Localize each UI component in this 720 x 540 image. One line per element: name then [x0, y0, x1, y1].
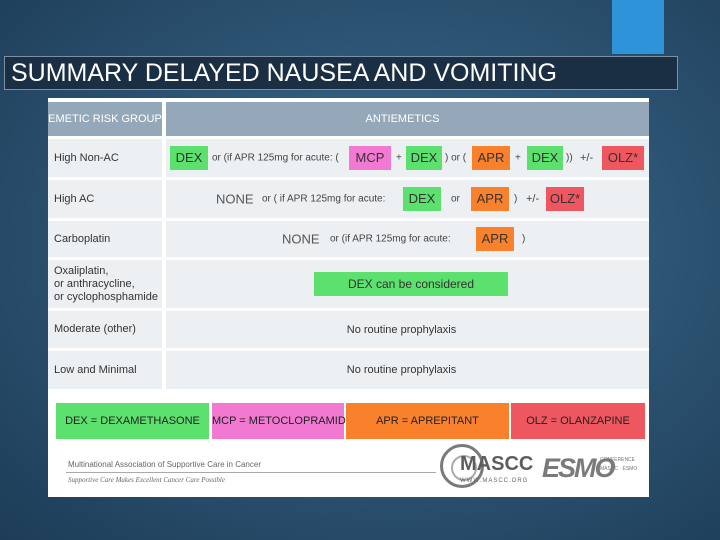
no-prophylaxis-text: No routine prophylaxis: [346, 323, 457, 336]
label-line: or cyclophosphamide: [54, 290, 158, 303]
column-separator: [162, 221, 166, 257]
mascc-url: WWW.MASCC.ORG: [460, 478, 529, 484]
close-paren-text: )): [566, 152, 573, 164]
dex-badge: DEX: [170, 146, 208, 170]
legend-mcp: MCP = METOCLOPRAMIDE: [212, 403, 353, 439]
none-text: NONE: [216, 191, 254, 207]
close-paren-text: ): [522, 233, 526, 245]
footer-divider: [66, 472, 436, 473]
mascc-globe-icon: [440, 444, 484, 488]
column-separator: [162, 180, 166, 218]
table-row-high-non-ac: High Non-AC DEX or (if APR 125mg for acu…: [48, 139, 649, 177]
table-row-high-ac: High AC NONE or ( if APR 125mg for acute…: [48, 180, 649, 218]
footer-organization: Multinational Association of Supportive …: [68, 460, 261, 469]
column-separator: [162, 139, 166, 177]
row-label-high-non-ac: High Non-AC: [54, 151, 119, 164]
row-content-carboplatin: NONE or (if APR 125mg for acute: APR ): [166, 221, 649, 257]
table-row-carboplatin: Carboplatin NONE or (if APR 125mg for ac…: [48, 221, 649, 257]
mascc-logo: MASCC: [460, 453, 534, 475]
dex-considered-badge: DEX can be considered: [314, 272, 508, 296]
or-if-text: or (if APR 125mg for acute: (: [212, 152, 339, 164]
row-content-high-ac: NONE or ( if APR 125mg for acute: DEX or…: [166, 180, 649, 218]
header-antiemetics-cell: ANTIEMETICS: [166, 102, 649, 136]
slide-title: SUMMARY DELAYED NAUSEA AND VOMITING: [4, 56, 678, 90]
apr-badge: APR: [472, 146, 510, 170]
legend-dex: DEX = DEXAMETHASONE: [56, 403, 209, 439]
column-separator: [162, 351, 166, 389]
olz-badge: OLZ*: [546, 187, 584, 211]
none-text: NONE: [282, 231, 320, 247]
column-separator: [162, 311, 166, 348]
column-separator: [162, 260, 166, 308]
or-if-text: or (if APR 125mg for acute:: [330, 233, 451, 245]
no-prophylaxis-text: No routine prophylaxis: [346, 364, 457, 376]
plus-minus-text: +/-: [526, 193, 540, 205]
dex-badge: DEX: [406, 146, 442, 170]
summary-table: EMETIC RISK GROUP ANTIEMETICS High Non-A…: [48, 98, 649, 497]
table-row-oxaliplatin: Oxaliplatin, or anthracycline, or cyclop…: [48, 260, 649, 308]
or-text: or: [451, 193, 460, 205]
label-line: or anthracycline,: [54, 277, 135, 290]
plus-text: +: [396, 152, 402, 164]
row-label-low: Low and Minimal: [54, 363, 137, 376]
accent-bar: [612, 0, 664, 54]
column-separator: [162, 102, 166, 136]
header-risk-group: EMETIC RISK GROUP: [48, 112, 162, 125]
plus-minus-text: +/-: [580, 152, 594, 164]
table-row-low: Low and Minimal No routine prophylaxis: [48, 351, 649, 389]
apr-badge: APR: [476, 227, 514, 251]
or-if-text: or ( if APR 125mg for acute:: [262, 193, 386, 205]
olz-badge: OLZ*: [602, 146, 644, 170]
apr-badge: APR: [471, 187, 509, 211]
legend-olz: OLZ = OLANZAPINE: [511, 403, 645, 439]
row-content-oxaliplatin: DEX can be considered: [166, 260, 649, 308]
esmo-subtext: CONFERENCE MASCC · ESMO: [600, 457, 638, 472]
table-row-moderate: Moderate (other) No routine prophylaxis: [48, 311, 649, 348]
mcp-badge: MCP: [349, 146, 391, 170]
dex-badge: DEX: [527, 146, 563, 170]
row-content-moderate: No routine prophylaxis: [166, 311, 649, 348]
footer-tagline: Supportive Care Makes Excellent Cancer C…: [68, 476, 225, 484]
legend-apr: APR = APREPITANT: [346, 403, 509, 439]
row-content-low: No routine prophylaxis: [166, 351, 649, 389]
label-line: Oxaliplatin,: [54, 264, 109, 277]
table-header-row: EMETIC RISK GROUP ANTIEMETICS: [48, 102, 649, 136]
plus-text: +: [515, 152, 521, 164]
or-paren-text: ) or (: [445, 152, 467, 164]
header-antiemetics: ANTIEMETICS: [365, 113, 440, 125]
row-label-carboplatin: Carboplatin: [54, 232, 111, 245]
dex-badge: DEX: [403, 187, 441, 211]
close-paren-text: ): [514, 193, 518, 205]
esmo-logo: ESMO: [542, 453, 616, 483]
row-label-moderate: Moderate (other): [54, 323, 136, 335]
row-content-high-non-ac: DEX or (if APR 125mg for acute: ( MCP + …: [166, 139, 649, 177]
row-label-oxaliplatin: Oxaliplatin, or anthracycline, or cyclop…: [48, 260, 162, 308]
row-label-high-ac: High AC: [54, 192, 95, 205]
